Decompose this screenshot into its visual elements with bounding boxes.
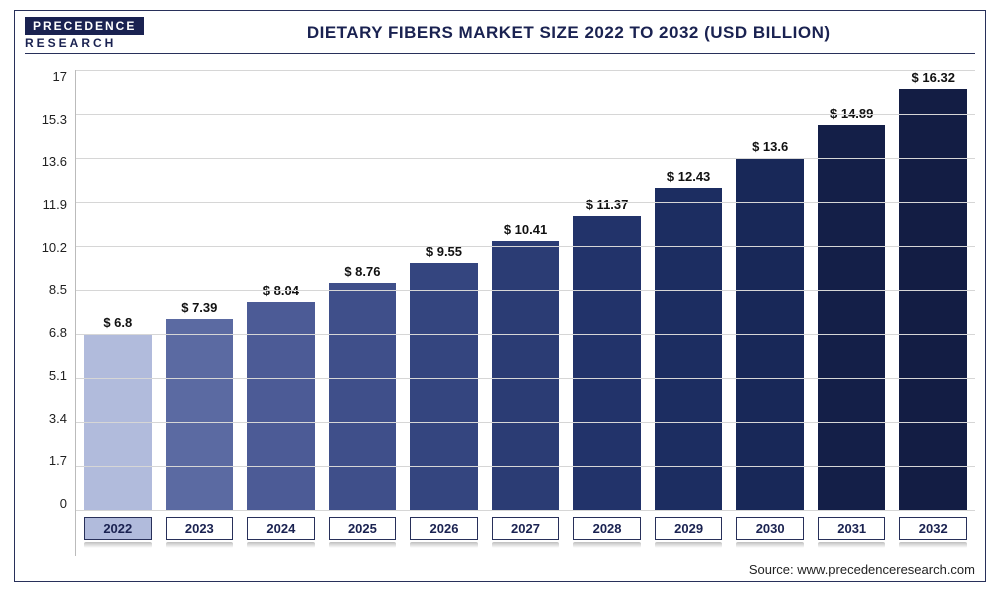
bar — [166, 319, 234, 510]
gridline — [76, 246, 975, 247]
x-axis: 2022 2023 2024 2025 2026 2027 2028 2029 2030 2031… — [76, 510, 975, 556]
x-category: 2024 — [247, 517, 315, 556]
gridline — [76, 158, 975, 159]
bar-value-label: $ 6.8 — [103, 315, 132, 330]
logo-bottom-text: RESEARCH — [25, 35, 116, 49]
y-tick: 5.1 — [49, 369, 67, 382]
chart-frame: PRECEDENCE RESEARCH DIETARY FIBERS MARKE… — [14, 10, 986, 582]
x-category-label: 2025 — [329, 517, 397, 540]
y-axis: 17 15.3 13.6 11.9 10.2 8.5 6.8 5.1 3.4 1.7 0 — [25, 70, 75, 556]
x-category-label: 2030 — [736, 517, 804, 540]
x-shadow — [410, 542, 478, 548]
x-category: 2022 — [84, 517, 152, 556]
bar-value-label: $ 7.39 — [181, 300, 217, 315]
y-tick: 8.5 — [49, 283, 67, 296]
bar-value-label: $ 11.37 — [586, 197, 629, 212]
bar-value-label: $ 16.32 — [912, 70, 955, 85]
x-category-label: 2027 — [492, 517, 560, 540]
x-category-label: 2022 — [84, 517, 152, 540]
gridline — [76, 202, 975, 203]
x-category-label: 2028 — [573, 517, 641, 540]
x-category-label: 2026 — [410, 517, 478, 540]
x-category: 2025 — [329, 517, 397, 556]
header: PRECEDENCE RESEARCH DIETARY FIBERS MARKE… — [25, 17, 975, 54]
y-tick: 3.4 — [49, 412, 67, 425]
bar-value-label: $ 13.6 — [752, 139, 788, 154]
y-tick: 13.6 — [42, 155, 67, 168]
bar — [899, 89, 967, 510]
x-category: 2028 — [573, 517, 641, 556]
x-shadow — [818, 542, 886, 548]
y-tick: 1.7 — [49, 454, 67, 467]
brand-logo: PRECEDENCE RESEARCH — [25, 17, 144, 49]
gridline — [76, 290, 975, 291]
x-category: 2030 — [736, 517, 804, 556]
grid-area: $ 6.8$ 7.39$ 8.04$ 8.76$ 9.55$ 10.41$ 11… — [76, 70, 975, 510]
y-tick: 0 — [60, 497, 67, 510]
x-category-label: 2031 — [818, 517, 886, 540]
bar-value-label: $ 8.76 — [344, 264, 380, 279]
x-category-label: 2032 — [899, 517, 967, 540]
x-shadow — [736, 542, 804, 548]
x-shadow — [166, 542, 234, 548]
x-shadow — [655, 542, 723, 548]
x-shadow — [899, 542, 967, 548]
bar — [492, 241, 560, 510]
x-shadow — [84, 542, 152, 548]
y-tick: 10.2 — [42, 241, 67, 254]
x-category-label: 2023 — [166, 517, 234, 540]
x-category: 2031 — [818, 517, 886, 556]
x-category: 2023 — [166, 517, 234, 556]
logo-top-text: PRECEDENCE — [25, 17, 144, 35]
bar — [410, 263, 478, 510]
y-tick: 17 — [53, 70, 67, 83]
x-category-label: 2024 — [247, 517, 315, 540]
x-category: 2026 — [410, 517, 478, 556]
gridline — [76, 378, 975, 379]
x-category: 2027 — [492, 517, 560, 556]
gridline — [76, 466, 975, 467]
gridline — [76, 510, 975, 511]
y-tick: 15.3 — [42, 113, 67, 126]
x-category-label: 2029 — [655, 517, 723, 540]
y-tick: 11.9 — [43, 198, 67, 211]
bar-value-label: $ 12.43 — [667, 169, 710, 184]
bar — [818, 125, 886, 510]
bar — [329, 283, 397, 510]
x-shadow — [492, 542, 560, 548]
chart-area: 17 15.3 13.6 11.9 10.2 8.5 6.8 5.1 3.4 1.7 0 $ 6.8… — [25, 60, 975, 560]
y-tick: 6.8 — [49, 326, 67, 339]
gridline — [76, 422, 975, 423]
plot: $ 6.8$ 7.39$ 8.04$ 8.76$ 9.55$ 10.41$ 11… — [75, 70, 975, 556]
x-shadow — [329, 542, 397, 548]
bar-value-label: $ 10.41 — [504, 222, 547, 237]
x-shadow — [247, 542, 315, 548]
gridline — [76, 70, 975, 71]
x-shadow — [573, 542, 641, 548]
bar — [655, 188, 723, 510]
gridline — [76, 114, 975, 115]
x-category: 2029 — [655, 517, 723, 556]
chart-title: DIETARY FIBERS MARKET SIZE 2022 TO 2032 … — [162, 23, 975, 43]
gridline — [76, 334, 975, 335]
source-text: Source: www.precedenceresearch.com — [25, 560, 975, 577]
x-category: 2032 — [899, 517, 967, 556]
